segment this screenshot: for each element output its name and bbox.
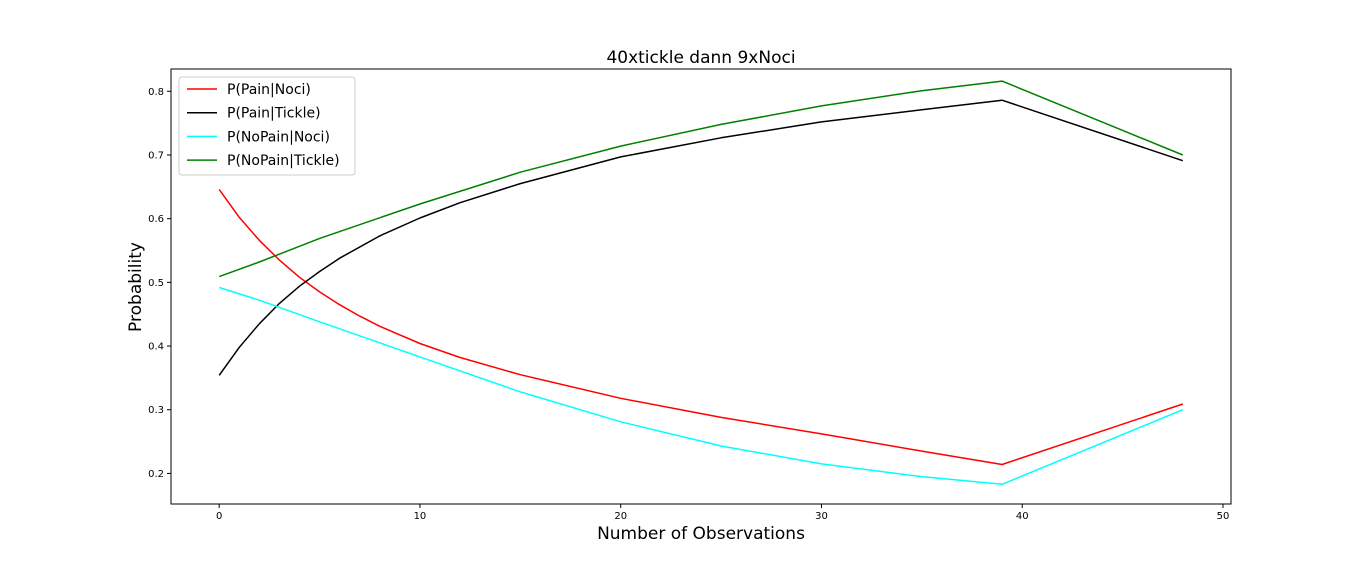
series-line-0 — [218, 188, 1184, 466]
x-tick-label: 10 — [414, 511, 427, 522]
legend: P(Pain|Noci) P(Pain|Tickle) P(NoPain|Noci)… — [178, 76, 356, 176]
series-line-2 — [218, 286, 1184, 486]
y-axis-label: Probability — [126, 242, 146, 332]
y-tick-label: 0.7 — [148, 150, 164, 161]
y-tick-label: 0.4 — [148, 342, 164, 353]
legend-label: P(NoPain|Tickle) — [227, 153, 340, 169]
legend-box — [178, 76, 356, 176]
series-lines — [218, 80, 1184, 486]
x-tick-label: 30 — [815, 511, 828, 522]
x-tick-label: 0 — [216, 511, 222, 522]
y-tick-label: 0.8 — [148, 87, 164, 98]
y-tick-label: 0.6 — [148, 214, 164, 225]
x-tick-label: 40 — [1016, 511, 1029, 522]
chart-title: 40xtickle dann 9xNoci — [606, 48, 795, 68]
x-axis-label: Number of Observations — [597, 524, 805, 544]
x-tick-label: 20 — [614, 511, 627, 522]
y-tick-label: 0.5 — [148, 278, 164, 289]
legend-label: P(NoPain|Noci) — [227, 129, 330, 145]
legend-label: P(Pain|Noci) — [227, 82, 311, 98]
legend-label: P(Pain|Tickle) — [227, 106, 321, 122]
y-axis: 0.2 0.3 0.4 0.5 0.6 0.7 0.8 — [148, 87, 171, 480]
x-axis: 0 10 20 30 40 50 — [216, 504, 1229, 522]
y-tick-label: 0.2 — [148, 469, 164, 480]
series-line-3 — [218, 80, 1184, 278]
x-tick-label: 50 — [1217, 511, 1230, 522]
series-line-1 — [218, 99, 1184, 376]
y-tick-label: 0.3 — [148, 405, 164, 416]
